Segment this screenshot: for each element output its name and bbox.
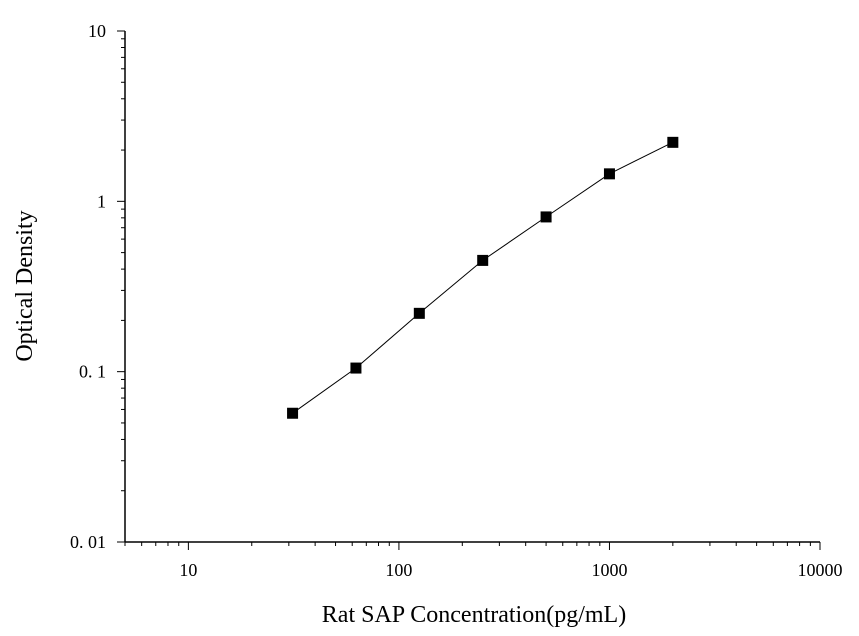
x-tick-label: 10000 <box>798 560 843 580</box>
plot-area <box>287 136 679 419</box>
ticks <box>117 30 821 550</box>
data-point <box>540 211 552 223</box>
data-point <box>350 362 362 374</box>
data-point <box>413 307 425 319</box>
tick-labels: 10 100 1000 10000 0. 01 0. 1 1 10 <box>70 21 843 580</box>
data-point <box>287 407 299 419</box>
data-point <box>603 168 615 180</box>
y-tick-label: 0. 01 <box>70 532 106 552</box>
x-tick-label: 100 <box>385 560 412 580</box>
series-line <box>292 141 674 414</box>
data-point <box>667 136 679 148</box>
y-tick-label: 0. 1 <box>79 362 106 382</box>
x-tick-label: 1000 <box>591 560 627 580</box>
y-axis-title: Optical Density <box>12 210 38 361</box>
axes <box>124 31 820 543</box>
x-axis-title: Rat SAP Concentration(pg/mL) <box>322 602 626 628</box>
data-point <box>477 254 489 266</box>
x-tick-label: 10 <box>179 560 197 580</box>
y-tick-label: 10 <box>88 21 106 41</box>
y-tick-label: 1 <box>97 191 106 211</box>
